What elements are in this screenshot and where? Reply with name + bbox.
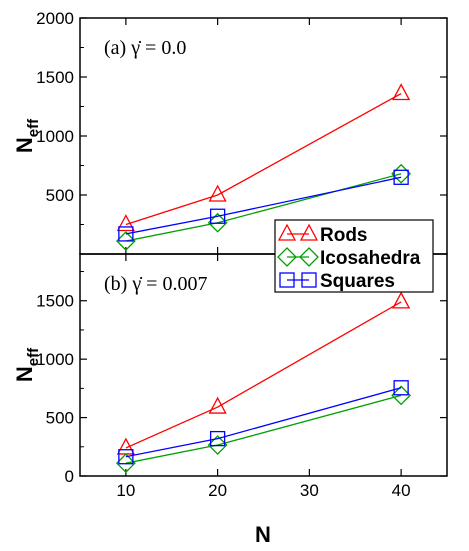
svg-text:Neff: Neff	[12, 118, 42, 153]
square-marker	[393, 380, 409, 396]
series-line	[125, 301, 402, 449]
panel-b-ylabel-sub: eff	[25, 347, 42, 366]
triangle-marker	[299, 223, 319, 241]
legend-entry-rods: Rods	[277, 223, 368, 246]
square-marker	[301, 272, 317, 288]
panel-b-label: (b) γ̇ = 0.007	[104, 273, 207, 295]
panel-b-series-icosahedra	[115, 385, 412, 474]
panel-a-series-rods	[116, 83, 411, 232]
xtick-label: 10	[116, 481, 135, 500]
panel-a-ylabel-main: N	[12, 137, 37, 153]
svg-text:Neff: Neff	[12, 347, 42, 382]
square-marker	[209, 208, 226, 224]
panel-b-frame	[79, 253, 448, 477]
triangle-marker	[208, 396, 227, 414]
panel-b-ytick-label: 1500	[36, 292, 74, 311]
panel-a-label: (a) γ̇ = 0.0	[104, 37, 186, 59]
panel-b-series-rods	[116, 291, 411, 455]
diamond-marker	[391, 385, 412, 406]
panel-b-y-axis-label: Neff	[12, 347, 42, 382]
triangle-marker	[116, 214, 135, 232]
diamond-marker	[115, 453, 136, 474]
square-marker	[118, 226, 134, 242]
legend-label: Icosahedra	[320, 248, 421, 269]
triangle-marker	[392, 83, 411, 101]
square-marker	[279, 272, 295, 288]
legend-entry-icosahedra: Icosahedra	[277, 247, 421, 269]
panel-b-series-squares	[118, 380, 409, 465]
series-layer	[115, 83, 412, 474]
panel-b-ytick-label: 0	[65, 467, 74, 486]
panel-a-series-squares	[118, 169, 409, 242]
xtick-label: 40	[392, 481, 411, 500]
diamond-marker	[207, 435, 228, 455]
triangle-marker	[208, 184, 227, 202]
triangle-marker	[277, 223, 297, 241]
triangle-marker	[116, 437, 135, 455]
panel-a-ytick-label: 500	[46, 186, 74, 205]
square-marker	[393, 169, 409, 185]
panel-b-ylabel-main: N	[12, 366, 37, 382]
panel-a-y-axis-label: Neff	[12, 118, 42, 153]
x-axis-label: N	[255, 522, 271, 547]
panel-a-ytick-label: 2000	[36, 9, 74, 28]
series-line	[125, 387, 402, 458]
panel-a-ytick-label: 1000	[36, 127, 74, 146]
diamond-marker	[299, 247, 319, 267]
xtick-label: 30	[300, 481, 319, 500]
legend-label: Squares	[320, 271, 395, 292]
xtick-label: 20	[208, 481, 227, 500]
series-line	[125, 92, 402, 226]
legend-label: Rods	[320, 225, 368, 246]
panel-a-ylabel-sub: eff	[25, 118, 42, 137]
panel-b-ytick-label: 1000	[36, 350, 74, 369]
triangle-marker	[392, 291, 411, 309]
tick-layer: 500 1000 1500 2000 0 500 1000 1500 10 20 30 40	[36, 9, 447, 500]
diamond-marker	[207, 212, 228, 233]
square-marker	[118, 449, 134, 465]
square-marker	[209, 430, 226, 447]
panel-b-ytick-label: 500	[46, 409, 74, 428]
diamond-marker	[115, 231, 136, 251]
diamond-marker	[277, 247, 297, 267]
series-line	[125, 176, 402, 235]
panel-a-ytick-label: 1500	[36, 68, 74, 87]
legend-entry-squares: Squares	[279, 271, 395, 292]
